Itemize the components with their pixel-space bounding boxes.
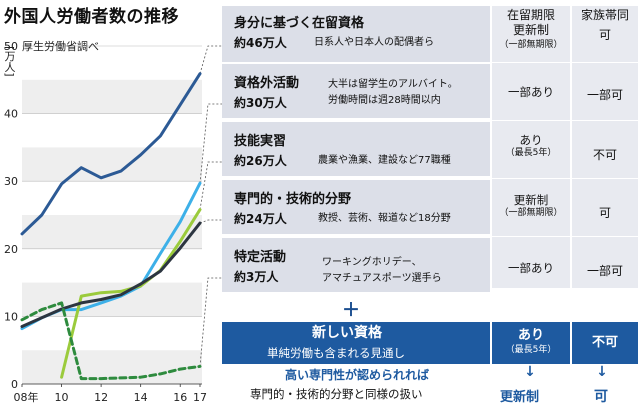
chart-lines — [20, 72, 202, 381]
chart-band — [22, 79, 202, 114]
new-status-family: 不可 — [572, 322, 638, 364]
row-desc: 日系人や日本人の配偶者ら — [314, 37, 434, 48]
row-family: 可 — [598, 206, 611, 220]
series-line-0 — [20, 72, 202, 236]
row-count: 約30万人 — [234, 96, 287, 110]
row-count: 約24万人 — [234, 212, 287, 226]
new-status-box — [222, 322, 490, 364]
stay-column-bg — [492, 6, 570, 288]
table-row — [222, 180, 490, 234]
visa-table: 在留期限 更新制 （一部無期限） 家族帯同 身分に基づく在留資格 約46万人 日… — [222, 6, 638, 292]
header-family: 家族帯同 — [580, 8, 629, 22]
family-column-bg — [572, 6, 638, 288]
row-desc: 農業や漁業、建設など77職種 — [318, 155, 451, 166]
row-stay-value: あり — [519, 133, 543, 147]
row-count: 約26万人 — [234, 154, 287, 168]
row-stay: 一部あり — [508, 261, 554, 275]
row-family: 一部可 — [586, 88, 623, 102]
series-line-4 — [20, 301, 202, 381]
row-family: 一部可 — [586, 264, 623, 278]
row-count: 約46万人 — [234, 36, 287, 50]
row-desc: ワーキングホリデー、 — [322, 257, 422, 268]
table-row — [222, 238, 490, 292]
leader-line — [199, 45, 222, 74]
x-tick-label: 08年 — [14, 390, 39, 404]
leader-lines — [199, 45, 222, 367]
header-stay: 在留期限 — [506, 8, 555, 22]
new-status-stay: あり （最長5年） — [492, 322, 570, 364]
row-name: 専門的・技術的分野 — [234, 192, 352, 207]
divider — [492, 236, 638, 237]
row-stay-value: 更新制 — [513, 193, 549, 207]
table-row — [222, 6, 490, 62]
row-stay: 一部あり — [508, 85, 554, 99]
down-arrow-icon: ↓ — [596, 364, 608, 380]
leader-line — [199, 277, 222, 367]
series-line-3 — [20, 221, 202, 328]
new-status-stay-value: あり — [517, 328, 544, 343]
row-desc-2: 労働時間は週28時間以内 — [328, 95, 441, 106]
leader-line — [199, 103, 222, 184]
y-tick-label: 50 — [4, 40, 18, 53]
row-name: 資格外活動 — [234, 76, 300, 91]
row-desc: 大半は留学生のアルバイト。 — [328, 79, 458, 90]
y-tick-label: 30 — [4, 175, 18, 188]
row-stay-note: （一部無期限） — [499, 208, 563, 218]
chart-band — [22, 147, 202, 182]
line-chart: 50 40 30 20 10 0 08年 10 12 14 16 17 — [4, 40, 222, 404]
x-axis-ticks: 08年 10 12 14 16 17 — [14, 383, 207, 404]
divider — [492, 62, 638, 63]
x-tick-label: 17 — [193, 391, 207, 404]
row-stay-note: （最長5年） — [505, 148, 557, 158]
x-tick-label: 10 — [55, 391, 69, 404]
table-row — [222, 64, 490, 118]
divider — [492, 178, 638, 179]
row-name: 特定活動 — [234, 250, 287, 265]
row-stay: 更新制 （一部無期限） — [492, 194, 570, 220]
condition-text: 高い専門性が認められれば — [285, 368, 430, 382]
y-tick-label: 40 — [4, 108, 18, 121]
divider — [492, 120, 638, 121]
plus-icon: ＋ — [342, 300, 360, 321]
y-tick-label: 10 — [4, 310, 18, 323]
result-family: 可 — [594, 389, 608, 405]
row-name: 身分に基づく在留資格 — [234, 16, 365, 31]
x-tick-label: 12 — [94, 391, 108, 404]
unit-label: [万人] — [3, 46, 16, 77]
header-stay-note: （一部無期限） — [499, 40, 563, 50]
x-tick-label: 16 — [173, 391, 187, 404]
row-stay: あり （最長5年） — [492, 134, 570, 160]
chart-band — [22, 215, 202, 249]
source-note: 厚生労働省調べ — [22, 40, 99, 53]
row-count: 約3万人 — [234, 270, 279, 284]
leader-line — [199, 219, 222, 224]
y-tick-label: 0 — [11, 378, 18, 391]
row-family: 不可 — [592, 148, 617, 162]
row-desc-2: アマチュアスポーツ選手ら — [322, 273, 442, 284]
table-row — [222, 122, 490, 176]
row-name: 技能実習 — [234, 134, 287, 149]
x-tick-label: 14 — [134, 391, 148, 404]
y-tick-label: 20 — [4, 243, 18, 256]
new-status-stay-note: （最長5年） — [505, 345, 557, 355]
result-stay: 更新制 — [500, 390, 540, 405]
header-stay-2: 更新制 — [512, 23, 549, 37]
row-family: 可 — [598, 28, 611, 42]
new-status-subtitle: 単純労働も含まれる見通し — [267, 346, 405, 360]
row-desc: 教授、芸術、報道など18分野 — [318, 213, 451, 224]
condition-result: 専門的・技術的分野と同様の扱い — [250, 387, 423, 401]
new-status-title: 新しい資格 — [312, 325, 382, 341]
down-arrow-icon: ↓ — [524, 364, 536, 380]
leader-line — [199, 161, 222, 210]
chart-title: 外国人労働者数の推移 — [4, 7, 179, 27]
y-axis-ticks: 50 40 30 20 10 0 — [4, 40, 18, 391]
